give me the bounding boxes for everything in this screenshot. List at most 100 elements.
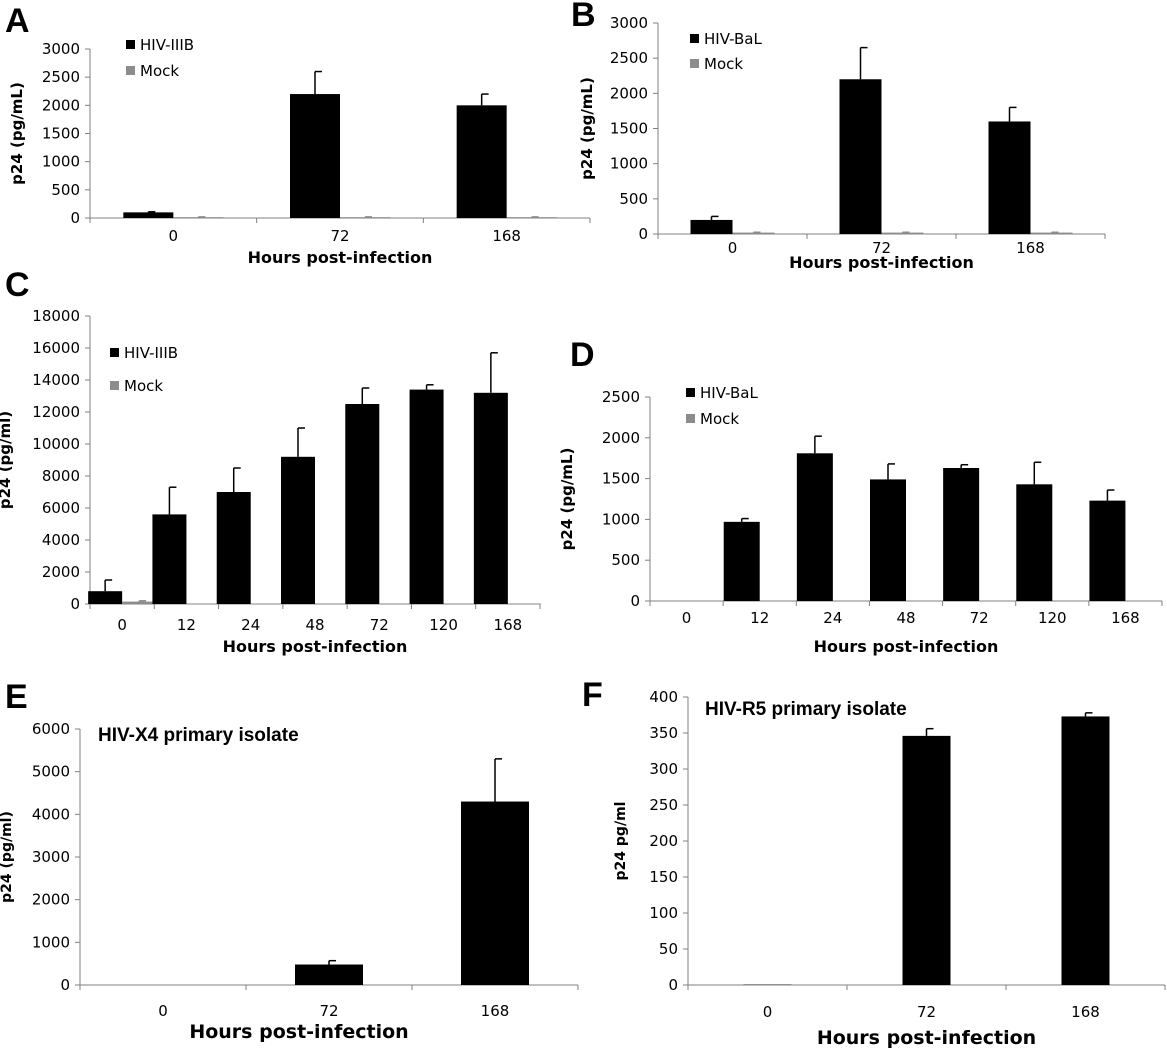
y-tick-label: 2000 xyxy=(42,96,80,114)
bar xyxy=(796,453,833,601)
bar xyxy=(152,514,187,604)
legend-swatch xyxy=(126,40,135,49)
y-axis-title: p24 (pg/ml) xyxy=(0,411,14,509)
x-tick-label: 72 xyxy=(319,1002,338,1020)
y-tick-label: 3000 xyxy=(610,14,648,32)
bar xyxy=(506,217,557,218)
y-axis-title: p24 pg/ml xyxy=(613,802,629,881)
x-tick-label: 0 xyxy=(158,1002,168,1020)
bar xyxy=(881,232,924,234)
x-axis-title: Hours post-infection xyxy=(248,248,433,267)
x-tick-label: 72 xyxy=(917,1003,936,1021)
y-tick-label: 3000 xyxy=(32,848,70,866)
y-axis-title: p24 (pg/mL) xyxy=(578,77,596,180)
bar xyxy=(1016,484,1053,601)
y-tick-label: 500 xyxy=(619,190,648,208)
y-tick-label: 2500 xyxy=(610,49,648,67)
y-tick-label: 6000 xyxy=(32,720,70,738)
y-tick-label: 12000 xyxy=(32,403,80,421)
y-tick-label: 4000 xyxy=(42,531,80,549)
legend-swatch xyxy=(686,414,695,423)
bar xyxy=(723,521,760,601)
x-tick-label: 12 xyxy=(750,609,769,627)
y-tick-label: 250 xyxy=(649,796,678,814)
x-tick-label: 72 xyxy=(872,239,891,257)
x-tick-label: 48 xyxy=(305,616,324,634)
x-tick-label: 24 xyxy=(241,616,260,634)
bar xyxy=(988,121,1031,234)
legend-swatch xyxy=(690,34,699,43)
chart-panel-f: F 0 50 100 150 200 250 300 350 400 0 72 168 Hours pos… xyxy=(582,676,1166,1049)
panel-letter: B xyxy=(571,0,596,34)
panel-letter: D xyxy=(570,336,595,374)
x-tick-label: 0 xyxy=(763,1003,773,1021)
bar xyxy=(1061,716,1110,985)
x-tick-label: 168 xyxy=(481,1002,510,1020)
y-tick-label: 0 xyxy=(60,976,70,994)
y-tick-label: 6000 xyxy=(42,499,80,517)
y-axis-title: p24 (pg/mL) xyxy=(558,448,576,551)
y-tick-label: 2000 xyxy=(610,84,648,102)
legend-label: HIV-BaL xyxy=(704,30,762,48)
x-tick-label: 120 xyxy=(429,616,458,634)
x-tick-label: 0 xyxy=(728,239,738,257)
panel-letter: C xyxy=(5,266,30,304)
x-tick-label: 168 xyxy=(494,616,523,634)
y-axis-title: p24 (pg/ml) xyxy=(0,811,15,903)
bar xyxy=(88,591,123,604)
x-tick-label: 12 xyxy=(177,616,196,634)
chart-title: HIV-R5 primary isolate xyxy=(705,699,907,720)
chart-title: HIV-X4 primary isolate xyxy=(98,725,299,746)
legend-swatch xyxy=(126,66,135,75)
bar xyxy=(1089,500,1126,601)
legend-label: HIV-IIIB xyxy=(140,36,194,54)
y-tick-label: 16000 xyxy=(32,339,80,357)
legend-label: Mock xyxy=(140,62,179,80)
bar xyxy=(122,601,157,604)
x-tick-label: 168 xyxy=(1071,1003,1100,1021)
bar xyxy=(345,404,380,604)
legend-label: HIV-IIIB xyxy=(124,344,178,362)
y-tick-label: 1000 xyxy=(32,933,70,951)
y-tick-label: 400 xyxy=(649,688,678,706)
y-tick-label: 350 xyxy=(649,724,678,742)
legend-swatch xyxy=(110,348,119,357)
y-tick-label: 3000 xyxy=(42,40,80,58)
y-tick-label: 0 xyxy=(70,595,80,613)
bar xyxy=(295,964,363,985)
bar xyxy=(281,456,315,604)
x-axis-title: Hours post-infection xyxy=(817,1027,1036,1049)
y-tick-label: 300 xyxy=(649,760,678,778)
y-tick-label: 150 xyxy=(649,868,678,886)
bar xyxy=(839,79,882,235)
legend-swatch xyxy=(686,388,695,397)
bar xyxy=(732,232,775,234)
x-tick-label: 0 xyxy=(117,616,127,634)
bar xyxy=(473,392,508,604)
x-axis-title: Hours post-infection xyxy=(814,637,999,656)
x-tick-label: 0 xyxy=(682,609,692,627)
x-tick-label: 120 xyxy=(1038,609,1067,627)
bar xyxy=(409,389,444,604)
y-tick-label: 1500 xyxy=(602,470,640,488)
x-tick-label: 168 xyxy=(492,227,521,245)
x-tick-label: 0 xyxy=(169,227,179,245)
x-axis-title: Hours post-infection xyxy=(789,253,974,272)
panel-letter: A xyxy=(5,2,30,40)
legend-swatch xyxy=(110,381,119,390)
chart-panel-b: B 0 500 1000 1500 2000 2500 3000 0 72 168 Hours pos… xyxy=(571,0,1106,272)
y-tick-label: 8000 xyxy=(42,467,80,485)
legend-label: Mock xyxy=(700,410,739,428)
y-tick-label: 50 xyxy=(659,940,678,958)
x-axis-title: Hours post-infection xyxy=(189,1021,408,1043)
y-tick-label: 2000 xyxy=(42,563,80,581)
y-tick-label: 1000 xyxy=(42,153,80,171)
y-tick-label: 100 xyxy=(649,904,678,922)
y-tick-label: 5000 xyxy=(32,763,70,781)
bar xyxy=(123,212,174,218)
panel-letter: E xyxy=(5,678,28,716)
y-tick-label: 2500 xyxy=(42,68,80,86)
y-tick-label: 14000 xyxy=(32,371,80,389)
bar xyxy=(461,801,529,985)
